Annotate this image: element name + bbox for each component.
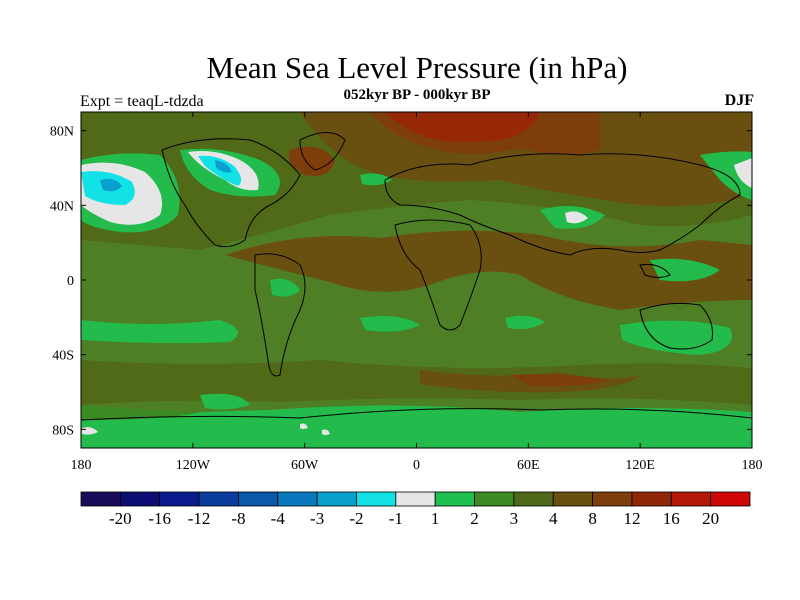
field-dark-greenland	[289, 146, 335, 176]
coast-australia	[639, 302, 713, 350]
field-blue-aleutian	[100, 178, 122, 192]
chart-title: Mean Sea Level Pressure (in hPa)	[206, 50, 628, 85]
chart-subtitle: 052kyr BP - 000kyr BP	[343, 87, 491, 103]
colorbar-swatch	[670, 491, 712, 507]
colorbar-swatch	[395, 491, 436, 507]
axis-ticks: 180 120W 60W 0 60E 120E 180 80N 40N 0 40S 80S	[50, 112, 763, 473]
colorbar-label: 8	[588, 509, 597, 528]
lon-tick-label: 60W	[291, 458, 319, 473]
field-red-arctic	[385, 112, 540, 143]
colorbar-swatch	[434, 491, 475, 507]
lon-tick-label: 60E	[517, 458, 540, 473]
colorbar-label: 20	[702, 509, 719, 528]
colorbar-label: 12	[623, 509, 640, 528]
colorbar-swatch	[198, 491, 239, 507]
pressure-field	[81, 112, 752, 448]
colorbar-label: -12	[188, 509, 211, 528]
field-mid-southern	[81, 405, 200, 420]
lon-tick-label: 180	[71, 458, 92, 473]
colorbar-label: 16	[663, 509, 680, 528]
coast-indonesia	[639, 264, 671, 278]
lat-tick-label: 0	[67, 274, 74, 289]
colorbar-swatch	[513, 491, 554, 507]
lon-tick-label: 0	[413, 458, 420, 473]
colorbar-label: 1	[431, 509, 440, 528]
field-dark-southern	[510, 374, 610, 387]
colorbar-label: -3	[310, 509, 324, 528]
colorbar-swatch	[277, 491, 318, 507]
field-green-europe	[360, 173, 392, 186]
coast-africa	[394, 219, 482, 331]
field-green-australia	[620, 320, 732, 355]
lon-tick-label: 120E	[625, 458, 655, 473]
lat-tick-label: 80S	[52, 423, 74, 438]
colorbar-swatch	[474, 491, 515, 507]
field-green-antarctic	[81, 405, 752, 448]
coast-eurasia	[384, 153, 741, 256]
colorbar-label: -4	[271, 509, 286, 528]
field-green-south-america	[270, 278, 300, 297]
colorbar-label: -8	[231, 509, 245, 528]
colorbar-label: -16	[148, 509, 171, 528]
lat-tick-label: 40N	[50, 199, 74, 214]
field-white-antarctic-b	[300, 423, 308, 429]
colorbar-swatch	[80, 491, 121, 507]
field-green-south-atlantic	[360, 316, 420, 332]
colorbar-label: 4	[549, 509, 558, 528]
colorbar-label: -20	[109, 509, 132, 528]
field-green-southern-a	[200, 393, 250, 410]
colorbar-swatch	[710, 491, 751, 507]
field-blue-canada	[215, 160, 232, 173]
colorbar-label: 2	[470, 509, 479, 528]
field-green-indian	[505, 315, 545, 330]
experiment-label: Expt = teaqL-tdzda	[80, 93, 204, 110]
coast-antarctica	[81, 408, 752, 421]
season-label: DJF	[724, 92, 754, 109]
field-white-tibet	[565, 211, 588, 224]
field-cyan-canada	[198, 155, 242, 186]
colorbar-swatch	[631, 491, 672, 507]
colorbar-swatch	[592, 491, 633, 507]
colorbar-swatch	[159, 491, 200, 507]
coast-greenland	[299, 132, 346, 171]
colorbar-label: 3	[510, 509, 519, 528]
coastlines	[81, 132, 752, 421]
lat-tick-label: 80N	[50, 125, 74, 140]
lat-tick-label: 40S	[52, 349, 74, 364]
field-white-kamchatka	[734, 158, 752, 188]
colorbar-swatch	[552, 491, 593, 507]
colorbar-swatch	[119, 491, 161, 507]
colorbar-swatch	[316, 491, 357, 507]
colorbar-swatch	[238, 491, 279, 507]
field-olive-south	[81, 360, 752, 405]
lon-tick-label: 180	[742, 458, 763, 473]
colorbar: -20 -16 -12 -8 -4 -3 -2 -1 1 2 3 4 8 12 16 20	[80, 491, 751, 528]
field-green-south-pacific	[81, 320, 238, 344]
colorbar-label: -2	[349, 509, 363, 528]
colorbar-label: -1	[389, 509, 403, 528]
coast-south-america	[254, 253, 306, 377]
lon-tick-label: 120W	[176, 458, 211, 473]
coast-north-america	[161, 138, 301, 248]
field-white-antarctic-c	[322, 429, 330, 435]
colorbar-swatch	[356, 491, 397, 507]
